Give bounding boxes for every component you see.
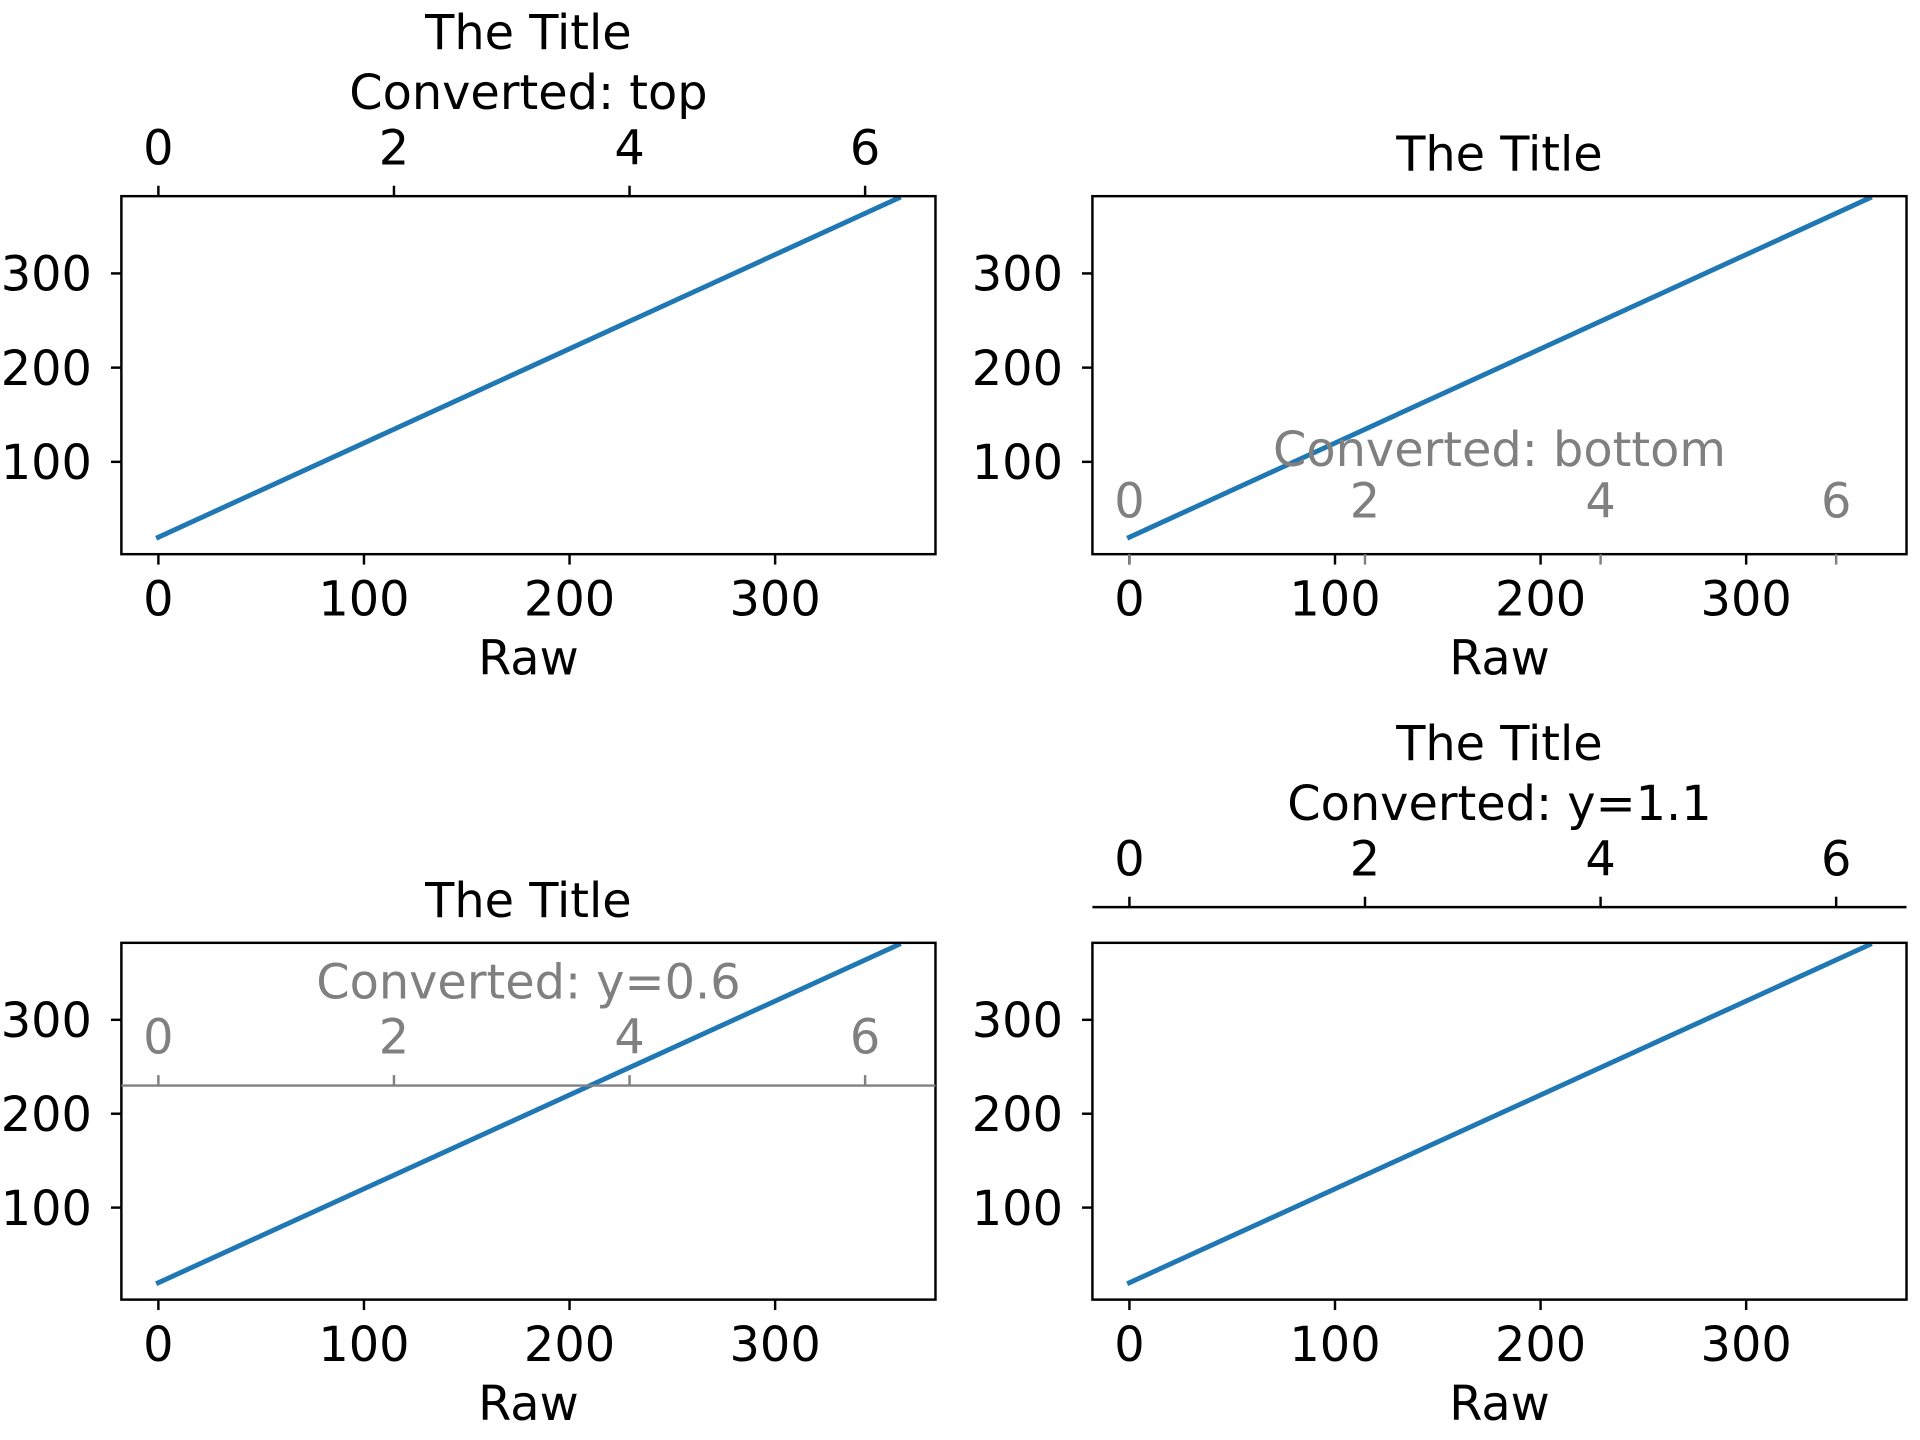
y-tick-label: 300 bbox=[1, 994, 92, 1049]
chart-title: The Title bbox=[424, 6, 632, 61]
secondary-x-axis-label: Converted: y=1.1 bbox=[1287, 777, 1711, 832]
chart-title: The Title bbox=[424, 874, 632, 929]
y-tick-label: 300 bbox=[972, 248, 1063, 303]
y-tick-label: 300 bbox=[972, 994, 1063, 1049]
series-line bbox=[1126, 194, 1873, 541]
x-tick-label: 300 bbox=[1701, 1318, 1792, 1373]
chart-title: The Title bbox=[1395, 127, 1603, 182]
y-tick-label: 100 bbox=[972, 436, 1063, 491]
secondary-x-tick-label: 4 bbox=[614, 121, 644, 176]
y-tick-label: 100 bbox=[1, 1182, 92, 1237]
y-tick-label: 200 bbox=[1, 1088, 92, 1143]
subplot-3: 0 100 200 300 100 200 300 Raw 0 2 4 6 Converted: y=0… bbox=[1, 874, 937, 1432]
chart-title: The Title bbox=[1395, 717, 1603, 772]
x-tick-label: 200 bbox=[524, 572, 615, 627]
x-axis-label: Raw bbox=[1449, 1377, 1550, 1432]
x-tick-label: 300 bbox=[730, 1318, 821, 1373]
secondary-x-tick-label: 6 bbox=[1821, 832, 1851, 887]
secondary-x-axis-label: Converted: bottom bbox=[1273, 423, 1726, 478]
y-tick-label: 300 bbox=[1, 248, 92, 303]
secondary-x-tick-label: 6 bbox=[1821, 474, 1851, 529]
series-line bbox=[155, 941, 902, 1286]
x-tick-label: 0 bbox=[1114, 1318, 1144, 1373]
secondary-x-tick-label: 4 bbox=[1585, 474, 1615, 529]
x-tick-label: 0 bbox=[143, 1318, 173, 1373]
axes-frame bbox=[120, 941, 937, 1301]
subplot-1: 0 100 200 300 100 200 300 Raw 0 2 4 6 Converted: top… bbox=[1, 6, 937, 686]
secondary-x-tick-label: 2 bbox=[379, 1011, 409, 1066]
subplot-4: 0 100 200 300 100 200 300 Raw 0 2 4 6 Converted: y=1… bbox=[972, 717, 1908, 1432]
x-tick-label: 200 bbox=[1495, 572, 1586, 627]
secondary-x-tick-label: 6 bbox=[850, 121, 880, 176]
secondary-x-tick-label: 6 bbox=[850, 1011, 880, 1066]
secondary-x-tick-label: 4 bbox=[1585, 832, 1615, 887]
secondary-x-tick-label: 2 bbox=[1350, 474, 1380, 529]
x-tick-label: 300 bbox=[1701, 572, 1792, 627]
subplot-2: 0 100 200 300 100 200 300 Raw 0 2 4 6 Converted: bot… bbox=[972, 127, 1908, 686]
secondary-x-tick-label: 0 bbox=[143, 1011, 173, 1066]
axes-frame bbox=[1091, 194, 1908, 556]
x-tick-label: 100 bbox=[318, 1318, 409, 1373]
y-tick-label: 200 bbox=[972, 342, 1063, 397]
axes-frame bbox=[1091, 941, 1908, 1301]
secondary-x-tick-label: 0 bbox=[1114, 474, 1144, 529]
series-line bbox=[1126, 941, 1873, 1286]
x-tick-label: 100 bbox=[1289, 572, 1380, 627]
series-line bbox=[155, 194, 902, 541]
x-axis-label: Raw bbox=[478, 1377, 579, 1432]
secondary-x-axis-label: Converted: y=0.6 bbox=[316, 955, 740, 1010]
y-tick-label: 200 bbox=[972, 1088, 1063, 1143]
x-tick-label: 100 bbox=[318, 572, 409, 627]
secondary-x-tick-label: 2 bbox=[379, 121, 409, 176]
secondary-x-axis-label: Converted: top bbox=[349, 66, 707, 121]
x-tick-label: 200 bbox=[524, 1318, 615, 1373]
y-tick-label: 100 bbox=[972, 1182, 1063, 1237]
x-tick-label: 200 bbox=[1495, 1318, 1586, 1373]
secondary-x-tick-label: 0 bbox=[1114, 832, 1144, 887]
secondary-x-tick-label: 2 bbox=[1350, 832, 1380, 887]
x-axis-label: Raw bbox=[478, 631, 579, 686]
x-tick-label: 0 bbox=[1114, 572, 1144, 627]
axes-frame bbox=[120, 194, 937, 556]
x-tick-label: 0 bbox=[143, 572, 173, 627]
y-tick-label: 100 bbox=[1, 436, 92, 491]
x-tick-label: 300 bbox=[730, 572, 821, 627]
x-tick-label: 100 bbox=[1289, 1318, 1380, 1373]
x-axis-label: Raw bbox=[1449, 631, 1550, 686]
secondary-x-tick-label: 0 bbox=[143, 121, 173, 176]
y-tick-label: 200 bbox=[1, 342, 92, 397]
secondary-x-tick-label: 4 bbox=[614, 1011, 644, 1066]
